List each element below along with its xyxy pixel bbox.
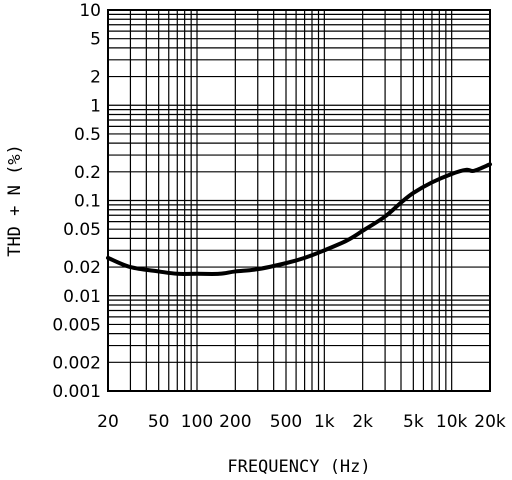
y-tick-label: 0.02 xyxy=(63,258,101,278)
plot-frame xyxy=(107,9,491,392)
y-tick-label: 2 xyxy=(90,68,101,88)
x-tick-label: 20 xyxy=(97,412,119,432)
y-tick-label: 0.5 xyxy=(74,125,101,145)
y-tick-label: 0.1 xyxy=(74,192,101,212)
y-tick-label: 0.005 xyxy=(52,315,101,335)
y-tick-label: 0.01 xyxy=(63,287,101,307)
y-tick-label: 5 xyxy=(90,30,101,50)
x-tick-label: 500 xyxy=(270,412,302,432)
grid xyxy=(107,9,491,392)
x-tick-labels: 20 50 100 200 500 1k 2k 5k 10k 20k xyxy=(97,412,506,432)
x-tick-label: 100 xyxy=(181,412,213,432)
y-tick-label: 0.002 xyxy=(52,353,101,373)
y-tick-label: 0.05 xyxy=(63,220,101,240)
y-tick-label: 0.2 xyxy=(74,163,101,183)
curve-layer xyxy=(106,162,492,276)
x-tick-label: 10k xyxy=(436,412,468,432)
thd-curve-series-0 xyxy=(106,162,492,276)
x-axis-title: FREQUENCY (Hz) xyxy=(227,457,370,477)
y-tick-labels: 10 5 2 1 0.5 0.2 0.1 0.05 0.02 0.01 0.005 0.002 0.00… xyxy=(52,1,101,402)
y-tick-label: 1 xyxy=(90,96,101,116)
y-tick-label: 0.001 xyxy=(52,382,101,402)
y-axis-title: THD + N (%) xyxy=(5,144,25,257)
x-tick-label: 20k xyxy=(474,412,506,432)
x-tick-label: 200 xyxy=(219,412,251,432)
x-tick-label: 2k xyxy=(352,412,373,432)
y-tick-label: 10 xyxy=(79,1,101,21)
x-tick-label: 1k xyxy=(314,412,335,432)
x-tick-label: 5k xyxy=(403,412,424,432)
x-tick-label: 50 xyxy=(148,412,170,432)
